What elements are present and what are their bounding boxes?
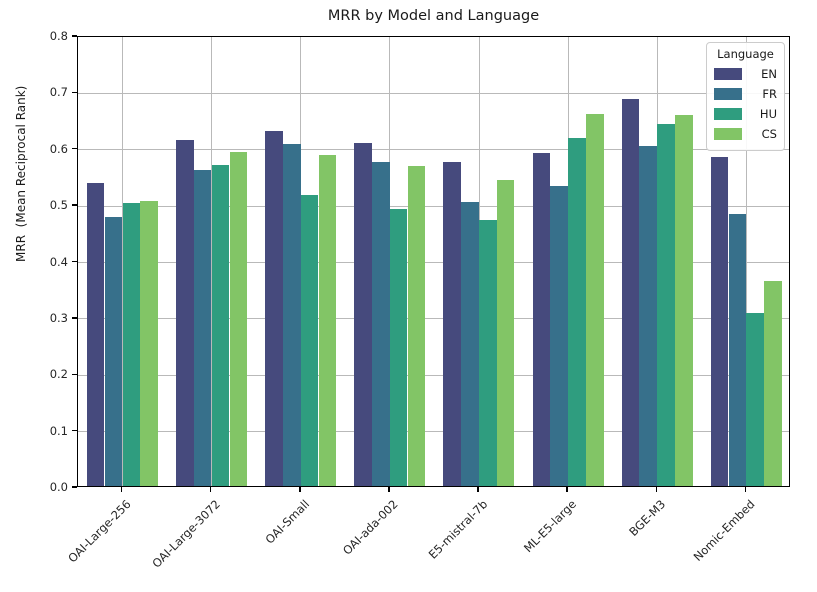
bar-cs-3 — [407, 166, 426, 486]
y-tick-mark — [72, 429, 77, 432]
bar-hu-7 — [746, 312, 764, 486]
legend-entry-en: EN — [714, 64, 777, 84]
y-tick-label: 0.4 — [49, 254, 68, 269]
legend: Language EN FR HU CS — [706, 42, 785, 151]
bar-en-3 — [354, 143, 372, 486]
bar-hu-0 — [122, 203, 141, 486]
y-tick-mark — [72, 204, 77, 206]
legend-swatch-fr — [714, 88, 742, 100]
bar-cs-2 — [318, 154, 337, 486]
y-tick-mark — [72, 317, 77, 319]
bar-hu-1 — [211, 164, 230, 486]
y-tick-label: 0.6 — [49, 141, 68, 156]
bar-cs-1 — [229, 151, 248, 486]
x-tick-mark — [388, 487, 390, 492]
y-tick-label: 0.5 — [49, 198, 68, 213]
x-tick-mark — [120, 487, 123, 492]
gridline-horizontal — [78, 92, 789, 94]
x-tick-label: OAI-Large-256 — [65, 497, 134, 566]
plot-area: Language EN FR HU CS — [77, 36, 790, 487]
bar-hu-4 — [479, 219, 497, 486]
legend-label-cs: CS — [761, 127, 777, 141]
bar-fr-6 — [639, 146, 657, 486]
gridline-horizontal — [78, 431, 789, 433]
y-tick-label: 0.8 — [49, 29, 68, 43]
bar-cs-7 — [764, 280, 782, 486]
bar-fr-4 — [461, 202, 479, 486]
bar-en-1 — [176, 140, 194, 486]
x-tick-mark — [209, 487, 212, 492]
y-tick-mark — [72, 35, 77, 37]
bar-hu-2 — [300, 195, 319, 486]
legend-entry-cs: CS — [714, 124, 777, 144]
x-tick-label: ML-E5-large — [520, 497, 580, 556]
bar-en-0 — [86, 182, 105, 486]
gridline-horizontal — [78, 205, 789, 207]
bar-cs-5 — [586, 113, 604, 486]
bar-hu-6 — [657, 124, 675, 486]
chart-title: MRR by Model and Language — [327, 8, 540, 24]
legend-entry-hu: HU — [714, 104, 777, 124]
bar-cs-0 — [140, 200, 158, 486]
y-tick-label: 0.2 — [49, 367, 68, 382]
gridline-horizontal — [78, 318, 789, 320]
x-tick-label: OAI-ada-002 — [340, 497, 401, 558]
legend-swatch-hu — [714, 108, 742, 120]
bar-en-7 — [710, 156, 729, 486]
legend-label-fr: FR — [762, 87, 777, 101]
x-tick-mark — [477, 487, 479, 492]
bars-layer — [78, 37, 789, 486]
bar-cs-6 — [675, 114, 693, 486]
x-tick-mark — [744, 487, 747, 492]
y-tick-label: 0.3 — [49, 310, 68, 325]
legend-label-hu: HU — [759, 107, 777, 121]
x-tick-label: OAI-Small — [262, 497, 312, 547]
bar-hu-3 — [389, 209, 408, 486]
x-tick-label: E5-mistral-7b — [425, 497, 490, 562]
bar-fr-1 — [193, 169, 212, 486]
bar-en-4 — [443, 162, 461, 486]
gridline-vertical — [745, 37, 747, 486]
y-tick-label: 0.7 — [49, 85, 68, 100]
legend-swatch-cs — [714, 128, 742, 140]
bar-fr-7 — [728, 213, 747, 486]
x-tick-label: OAI-Large-3072 — [149, 497, 223, 571]
legend-entries: EN FR HU CS — [714, 64, 777, 144]
bar-fr-0 — [104, 217, 123, 486]
y-tick-label: 0.0 — [49, 480, 68, 494]
gridline-horizontal — [78, 149, 789, 151]
x-tick-label: Nomic-Embed — [690, 497, 758, 564]
gridline-horizontal — [78, 374, 789, 376]
legend-entry-fr: FR — [714, 84, 777, 104]
bar-en-6 — [621, 99, 640, 486]
bar-fr-2 — [282, 144, 301, 486]
x-tick-label: BGE-M3 — [626, 497, 669, 539]
x-tick-mark — [655, 487, 657, 492]
bar-en-2 — [265, 130, 283, 486]
x-tick-mark — [299, 487, 301, 492]
legend-label-en: EN — [761, 67, 777, 81]
bar-fr-5 — [550, 186, 568, 486]
y-tick-mark — [72, 260, 77, 263]
legend-swatch-en — [714, 68, 742, 80]
y-tick-mark — [72, 148, 77, 150]
legend-title: Language — [717, 47, 774, 61]
y-tick-mark — [72, 373, 77, 375]
y-tick-label: 0.1 — [49, 423, 68, 438]
y-tick-mark — [72, 486, 77, 488]
bar-fr-3 — [372, 162, 390, 486]
x-tick-mark — [566, 487, 568, 492]
y-axis-label: MRR (Mean Reciprocal Rank) — [14, 85, 28, 262]
bar-cs-4 — [496, 179, 515, 486]
bar-en-5 — [532, 152, 551, 486]
y-tick-mark — [72, 91, 77, 94]
gridline-horizontal — [78, 262, 789, 263]
bar-hu-5 — [568, 138, 586, 486]
